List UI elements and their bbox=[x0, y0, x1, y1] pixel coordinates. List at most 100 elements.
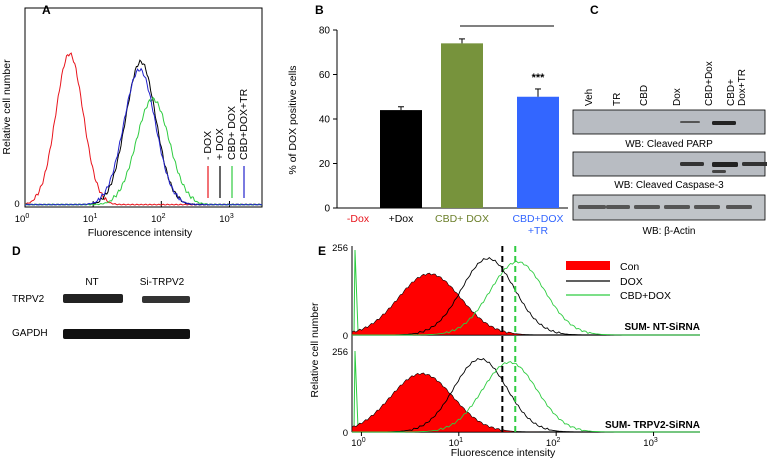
panel-a-curve-cbd-dox-tr bbox=[24, 67, 263, 206]
panel-d-western-blot: NT Si-TRPV2 TRPV2 GAPDH bbox=[12, 277, 190, 339]
panel-a-xtick-label-2: 102 bbox=[151, 213, 166, 225]
panel-c-band-2-5 bbox=[726, 205, 752, 209]
panel-a-xlabel: Fluorescence intensity bbox=[88, 227, 193, 239]
panel-e-bottom-curves bbox=[351, 350, 700, 433]
panel-a-xtick-label-3: 103 bbox=[219, 213, 234, 225]
panel-b-category-labels: -Dox +Dox CBD+ DOX CBD+DOX+TR bbox=[347, 213, 564, 237]
panel-e-dashed-lines bbox=[501, 246, 517, 432]
panel-b-bar-dox bbox=[380, 110, 422, 208]
panel-b-yticks: 0 20 40 60 80 bbox=[319, 26, 337, 215]
panel-e-legend-label-dox: DOX bbox=[620, 276, 643, 288]
panel-letter-d: D bbox=[12, 244, 21, 258]
band-trpv2-nt bbox=[63, 294, 123, 303]
panel-letter-c: C bbox=[590, 3, 599, 17]
panel-b-category-label-cbd-dox-tr: CBD+DOX bbox=[512, 213, 563, 225]
panel-c-band-1-0 bbox=[680, 162, 704, 166]
panel-c-lane-label-cbd-dox: CBD+Dox bbox=[704, 61, 715, 106]
panel-d-lane-nt: NT bbox=[85, 277, 98, 288]
panel-b-category-label-dox: -Dox bbox=[347, 213, 370, 225]
blot-label-parp: WB: Cleaved PARP bbox=[625, 139, 713, 150]
panel-c-western-blot: Veh TR CBD Dox CBD+Dox CBD+ Dox+TR WB: Cleaved… bbox=[572, 61, 767, 237]
panel-e-xtick-label-2: 102 bbox=[546, 437, 561, 449]
band-gapdh bbox=[63, 329, 190, 339]
band-trpv2-si bbox=[142, 296, 190, 303]
panel-e-bottom-curve-cbd-dox bbox=[352, 361, 700, 433]
panel-a-legend-label-cbd-dox: CBD+ DOX bbox=[226, 106, 238, 160]
panel-d-row-gapdh: GAPDH bbox=[12, 328, 48, 339]
blot-cleaved-parp bbox=[572, 109, 766, 135]
panel-c-bands bbox=[578, 121, 767, 209]
panel-b-ytick-label-80: 80 bbox=[319, 26, 331, 37]
panel-c-lane-labels: Veh TR CBD Dox CBD+Dox CBD+ Dox+TR bbox=[584, 61, 748, 106]
panel-e-legend-label-con: Con bbox=[620, 261, 639, 273]
panel-e-top-ytick-0: 0 bbox=[343, 331, 348, 342]
panel-c-band-2-0 bbox=[578, 205, 606, 209]
panel-c-lane-label-cbd: CBD bbox=[639, 85, 650, 106]
panel-b-bar-cbd-dox-tr bbox=[517, 96, 559, 208]
panel-a-xtick-label-0: 100 bbox=[15, 213, 30, 225]
panel-a-legend-label-dox: + DOX bbox=[214, 128, 226, 160]
panel-b-ytick-label-0: 0 bbox=[324, 204, 330, 215]
panel-a-legend-label-dox: - DOX bbox=[202, 131, 214, 160]
panel-a-histogram: Relative cell number Fluorescence intens… bbox=[1, 7, 263, 239]
panel-e-xtick-label-3: 103 bbox=[643, 437, 658, 449]
panel-e-ylabel: Relative cell number bbox=[309, 302, 321, 398]
panel-e-xlabel: Fluorescence intensity bbox=[451, 447, 556, 459]
panel-e-top-curves bbox=[351, 249, 700, 336]
panel-a-ylabel: Relative cell number bbox=[1, 59, 13, 155]
panel-c-lane-label-dox: Dox bbox=[672, 88, 683, 106]
panel-b-ytick-label-20: 20 bbox=[319, 159, 331, 170]
panel-b-category-label-dox: +Dox bbox=[389, 213, 415, 225]
panel-a-legend-label-cbd-dox-tr: CBD+DOX+TR bbox=[238, 88, 250, 160]
panel-letter-a: A bbox=[42, 3, 51, 17]
panel-c-lane-label-veh: Veh bbox=[584, 89, 595, 106]
panel-e-histogram: Relative cell number Fluorescence intens… bbox=[309, 243, 700, 459]
panel-c-band-1-3 bbox=[712, 170, 726, 173]
panel-letter-e: E bbox=[318, 244, 326, 258]
panel-d-row-trpv2: TRPV2 bbox=[12, 294, 45, 305]
panel-a-xtick-label-1: 101 bbox=[83, 213, 98, 225]
panel-c-band-2-3 bbox=[664, 205, 690, 209]
panel-c-band-2-1 bbox=[606, 205, 630, 209]
panel-e-bottom-ytick-256: 256 bbox=[332, 347, 348, 358]
panel-e-legend-label-cbd-dox: CBD+DOX bbox=[620, 290, 671, 302]
panel-e-legend: Con DOX CBD+DOX bbox=[566, 261, 671, 302]
panel-b-ytick-label-60: 60 bbox=[319, 70, 331, 81]
panel-e-xtick-label-0: 100 bbox=[351, 437, 366, 449]
panel-c-lane-label-tr: TR bbox=[612, 93, 623, 106]
panel-a-legend: - DOX + DOX CBD+ DOX CBD+DOX+TR bbox=[202, 88, 250, 198]
panel-c-band-2-2 bbox=[634, 205, 660, 209]
panel-b-ylabel: % of DOX positive cells bbox=[287, 65, 299, 174]
panel-c-lane-label-cbd-dox-tr-1: CBD+ bbox=[726, 79, 737, 106]
panel-b-bar-cbd-dox bbox=[441, 43, 483, 208]
panel-b-significance: *** bbox=[532, 72, 546, 84]
panel-c-band-2-4 bbox=[694, 205, 720, 209]
panel-e-top-ytick-256: 256 bbox=[332, 243, 348, 254]
panel-e-bottom-ytick-0: 0 bbox=[343, 428, 348, 439]
panel-e-subpanel-bottom-label: SUM- TRPV2-SiRNA bbox=[605, 420, 700, 431]
panel-a-frame bbox=[24, 7, 263, 208]
blot-label-caspase3: WB: Cleaved Caspase-3 bbox=[614, 180, 724, 191]
panel-a-curves bbox=[24, 52, 263, 206]
panel-a-ytick-0: 0 bbox=[14, 199, 19, 210]
panel-c-lane-label-cbd-dox-tr-2: Dox+TR bbox=[737, 69, 748, 106]
panel-e-legend-swatch-con bbox=[566, 261, 610, 270]
panel-c-band-0-1 bbox=[712, 121, 736, 125]
panel-b-bar-chart: % of DOX positive cells 0 20 40 60 80 -Dox +D… bbox=[287, 25, 568, 237]
panel-e-top-spike bbox=[353, 249, 359, 336]
panel-e-bottom-spike bbox=[353, 350, 359, 433]
panel-e-subpanel-top-label: SUM- NT-SiRNA bbox=[624, 322, 700, 333]
panel-b-bars bbox=[380, 38, 559, 208]
panel-b-category-label-cbd-dox-tr-line2: +TR bbox=[528, 225, 549, 237]
panel-c-band-1-2 bbox=[742, 162, 767, 166]
panel-b-ytick-label-40: 40 bbox=[319, 115, 331, 126]
blot-label-actin: WB: β-Actin bbox=[643, 226, 696, 237]
panel-c-band-1-1 bbox=[712, 162, 738, 167]
panel-letter-b: B bbox=[315, 3, 324, 17]
panel-e-top-curve-cbd-dox bbox=[352, 260, 700, 336]
panel-d-lane-si: Si-TRPV2 bbox=[140, 277, 185, 288]
panel-b-category-label-cbd-dox: CBD+ DOX bbox=[435, 213, 489, 225]
panel-c-band-0-0 bbox=[680, 121, 700, 123]
